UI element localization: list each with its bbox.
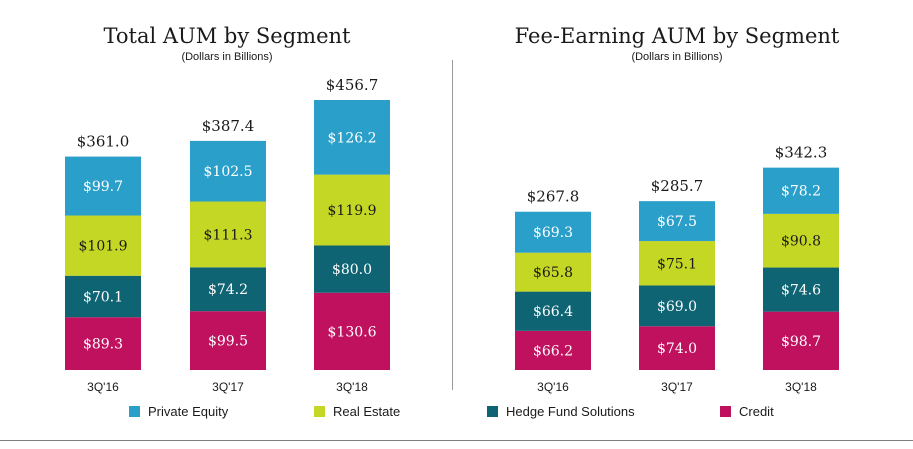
- bar-hedge-fund-solutions: [763, 267, 839, 312]
- x-tick-label: 3Q'16: [537, 380, 569, 394]
- legend: Private Equity Real Estate Hedge Fund So…: [0, 404, 913, 428]
- bar-label-real-estate: $119.9: [328, 203, 377, 219]
- bar-label-real-estate: $111.3: [204, 227, 253, 243]
- bar-label-credit: $130.6: [328, 324, 377, 340]
- chart-divider: [452, 60, 453, 390]
- legend-item-real-estate: Real Estate: [314, 404, 400, 419]
- bar-label-private-equity: $126.2: [328, 130, 377, 146]
- bar-label-credit: $74.0: [657, 341, 697, 357]
- bar-credit: [314, 292, 390, 370]
- bar-credit: [190, 311, 266, 370]
- legend-label-real-estate: Real Estate: [333, 404, 401, 419]
- bar-real-estate: [515, 252, 591, 292]
- x-tick-label: 3Q'17: [661, 380, 693, 394]
- bar-real-estate: [639, 241, 715, 286]
- bar-real-estate: [190, 201, 266, 268]
- bar-label-real-estate: $75.1: [657, 256, 697, 272]
- bar-label-real-estate: $101.9: [79, 239, 128, 255]
- bar-hedge-fund-solutions: [639, 285, 715, 327]
- bar-private-equity: [314, 100, 390, 175]
- bar-credit: [763, 311, 839, 370]
- legend-item-credit: Credit: [720, 404, 774, 419]
- legend-item-hedge-fund-solutions: Hedge Fund Solutions: [487, 404, 635, 419]
- bar-label-hedge-fund-solutions: $66.4: [533, 304, 573, 320]
- bar-hedge-fund-solutions: [190, 267, 266, 312]
- chart-subtitle-fee-earning-aum: (Dollars in Billions): [631, 51, 722, 63]
- bar-label-hedge-fund-solutions: $69.0: [657, 299, 697, 315]
- bar-label-real-estate: $90.8: [781, 234, 821, 250]
- bar-credit: [65, 317, 141, 370]
- bar-hedge-fund-solutions: [314, 245, 390, 293]
- bar-real-estate: [763, 213, 839, 268]
- bar-hedge-fund-solutions: [65, 275, 141, 318]
- bar-label-private-equity: $99.7: [83, 179, 123, 195]
- bar-label-hedge-fund-solutions: $70.1: [83, 289, 123, 305]
- footer-rule: [0, 440, 913, 441]
- bar-private-equity: [639, 201, 715, 242]
- x-tick-label: 3Q'17: [212, 380, 244, 394]
- bar-real-estate: [314, 174, 390, 246]
- bar-label-credit: $98.7: [781, 334, 821, 350]
- legend-swatch-credit: [720, 406, 731, 417]
- bar-label-credit: $99.5: [208, 334, 248, 350]
- legend-item-private-equity: Private Equity: [129, 404, 228, 419]
- x-tick-label: 3Q'18: [336, 380, 368, 394]
- bar-total-label: $342.3: [775, 144, 828, 162]
- bar-label-hedge-fund-solutions: $80.0: [332, 262, 372, 278]
- bar-real-estate: [65, 215, 141, 276]
- legend-swatch-real-estate: [314, 406, 325, 417]
- bar-total-label: $456.7: [326, 76, 379, 94]
- bar-label-private-equity: $69.3: [533, 225, 573, 241]
- legend-swatch-private-equity: [129, 406, 140, 417]
- x-tick-label: 3Q'18: [785, 380, 817, 394]
- bar-hedge-fund-solutions: [515, 291, 591, 331]
- bars-layer: $89.3 $70.1 $101.9 $99.7 $361.0 3Q'16 $99.5 $74…: [65, 76, 839, 394]
- bar-label-credit: $66.2: [533, 343, 573, 359]
- legend-label-private-equity: Private Equity: [148, 404, 229, 419]
- chart-title-fee-earning-aum: Fee-Earning AUM by Segment: [515, 24, 840, 48]
- bar-label-real-estate: $65.8: [533, 265, 573, 281]
- bar-label-hedge-fund-solutions: $74.2: [208, 282, 248, 298]
- bar-total-label: $361.0: [77, 133, 130, 151]
- bar-total-label: $267.8: [527, 188, 580, 206]
- legend-swatch-hedge-fund-solutions: [487, 406, 498, 417]
- bar-label-private-equity: $102.5: [204, 164, 253, 180]
- bar-label-credit: $89.3: [83, 337, 123, 353]
- chart-title-total-aum: Total AUM by Segment: [104, 24, 352, 48]
- bar-credit: [515, 330, 591, 370]
- chart-subtitle-total-aum: (Dollars in Billions): [181, 51, 272, 63]
- bar-total-label: $285.7: [651, 177, 704, 195]
- bar-private-equity: [190, 140, 266, 202]
- x-tick-label: 3Q'16: [87, 380, 119, 394]
- bar-credit: [639, 326, 715, 370]
- legend-label-hedge-fund-solutions: Hedge Fund Solutions: [506, 404, 635, 419]
- bar-label-private-equity: $67.5: [657, 214, 697, 230]
- bar-label-hedge-fund-solutions: $74.6: [781, 283, 821, 299]
- bar-total-label: $387.4: [202, 117, 255, 135]
- bar-label-private-equity: $78.2: [781, 184, 821, 200]
- bar-private-equity: [515, 211, 591, 253]
- bar-private-equity: [763, 167, 839, 214]
- bar-private-equity: [65, 156, 141, 216]
- legend-label-credit: Credit: [739, 404, 774, 419]
